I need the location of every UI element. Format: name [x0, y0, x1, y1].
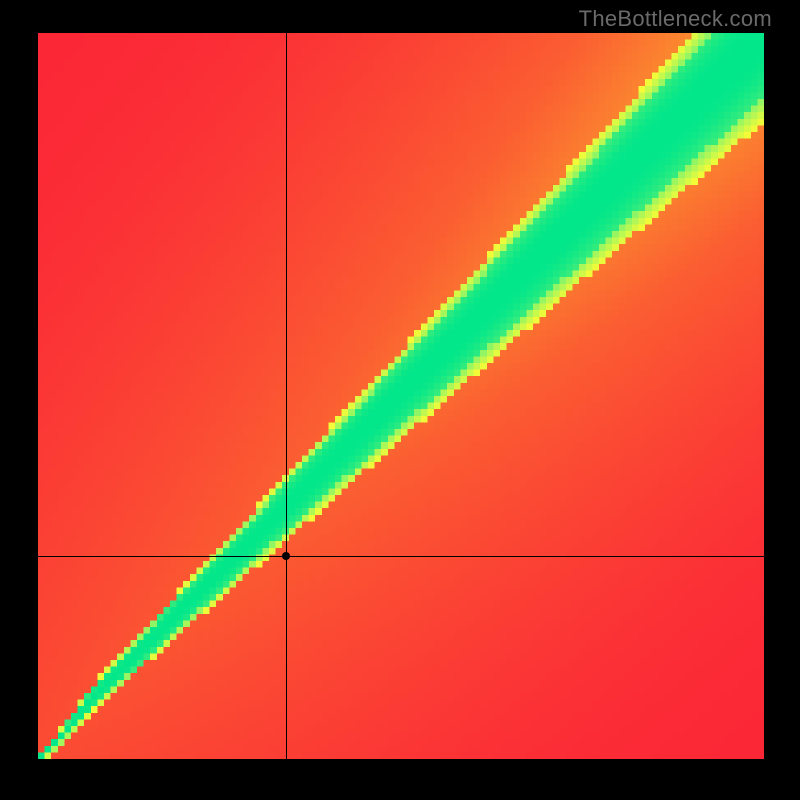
crosshair-horizontal: [38, 556, 764, 557]
heatmap-plot-area: [38, 33, 764, 759]
watermark: TheBottleneck.com: [579, 6, 772, 32]
heatmap-canvas: [38, 33, 764, 759]
marker-dot: [282, 552, 290, 560]
crosshair-vertical: [286, 33, 287, 759]
